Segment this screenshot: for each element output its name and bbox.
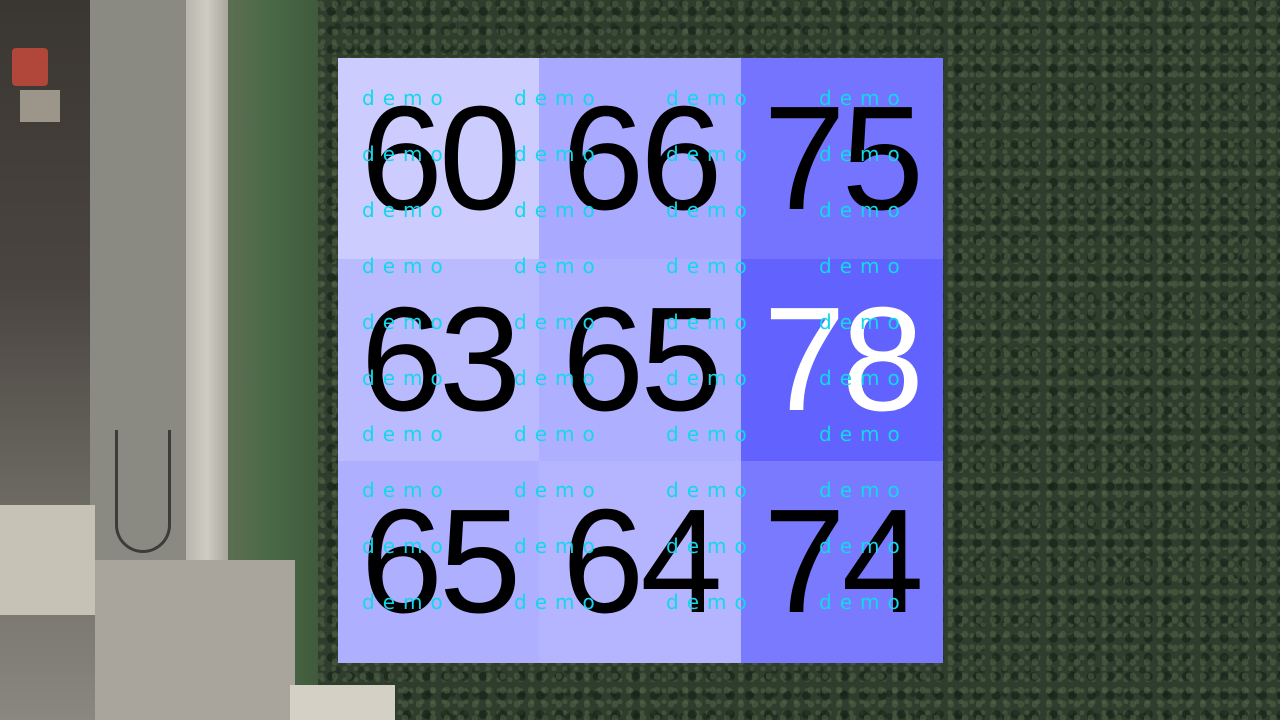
- heatmap-cell: 63: [338, 259, 540, 462]
- heatmap-value-label: 63: [360, 277, 522, 443]
- heatmap-cell: 78: [740, 259, 943, 462]
- heatmap-value-label: 64: [562, 478, 723, 644]
- heatmap-value-label: 75: [763, 76, 924, 241]
- runway: [90, 0, 192, 560]
- concrete-pad: [95, 560, 295, 720]
- heatmap-cell: 65: [338, 460, 540, 663]
- concrete-pad: [290, 685, 395, 720]
- heatmap-cell: 65: [539, 259, 742, 462]
- heatmap-cell: 66: [539, 58, 742, 260]
- heatmap-value-label: 78: [763, 277, 924, 443]
- heatmap-cell: 75: [740, 58, 943, 260]
- heatmap-value-label: 65: [562, 277, 723, 443]
- heatmap-cell: 60: [338, 58, 540, 260]
- concrete-pad: [0, 505, 95, 615]
- heatmap-value-label: 66: [562, 76, 723, 241]
- building: [20, 90, 60, 122]
- heatmap-chart: demo demo demo demo demo demo demo demo demo demo…: [338, 58, 943, 663]
- building-roof: [12, 48, 48, 86]
- heatmap-value-label: 60: [360, 76, 522, 241]
- heatmap-cell: 64: [539, 460, 742, 663]
- heatmap-value-label: 65: [360, 478, 522, 644]
- runway-marking: [115, 430, 171, 553]
- heatmap-cell: 74: [740, 460, 943, 663]
- heatmap-value-label: 74: [763, 478, 924, 644]
